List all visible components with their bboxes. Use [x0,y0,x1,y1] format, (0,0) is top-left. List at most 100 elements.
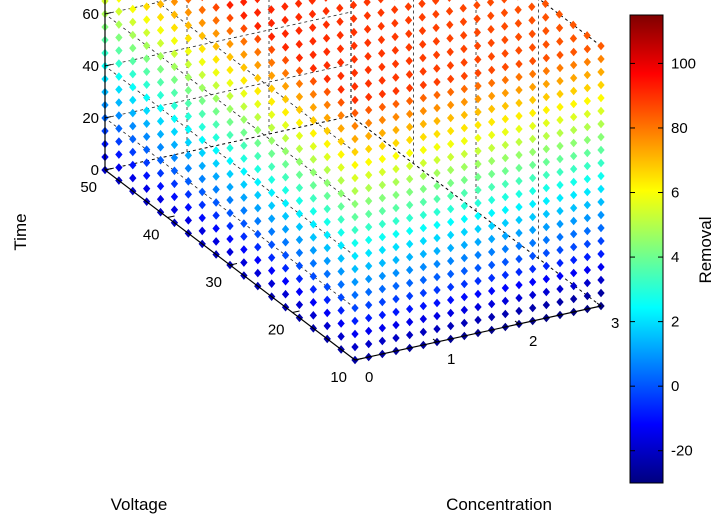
data-point [377,35,386,45]
data-point [336,30,344,40]
data-point [268,175,276,184]
data-point [378,310,386,320]
data-point [529,69,537,79]
data-point [143,158,151,167]
data-point [254,0,261,4]
data-point [184,21,192,30]
data-point [597,158,605,168]
data-point [488,273,496,283]
data-point [295,66,304,76]
data-point [432,50,441,60]
data-point [254,112,262,122]
data-point [433,259,441,269]
data-point [156,64,165,74]
data-point [542,40,550,49]
data-point [309,220,317,229]
data-point [281,2,289,11]
data-point [336,44,345,54]
data-point [226,156,234,166]
concentration-tick-label: 2 [529,333,537,350]
data-point [143,145,151,154]
data-point [156,155,165,165]
data-point [474,146,482,156]
data-point [226,117,234,127]
time-tick-label: 40 [82,58,99,75]
data-point [556,89,564,99]
data-point [351,186,359,196]
data-point [433,90,441,100]
data-point [488,104,496,114]
data-point [281,159,290,169]
data-point [529,212,537,222]
data-point [295,196,304,206]
data-point [309,181,317,190]
data-point [542,92,550,102]
voltage-tick-label: 50 [80,179,97,196]
data-point [240,115,248,124]
data-point [268,162,276,171]
data-point [185,0,192,4]
data-point [433,207,441,217]
data-point [323,61,331,70]
data-point [460,175,468,185]
data-point [419,119,427,129]
data-point [474,133,482,143]
data-point [156,103,165,113]
data-point [143,171,151,180]
data-point [212,107,220,116]
data-point [281,224,290,234]
time-axis-label: Time [11,213,30,250]
data-point [556,193,564,203]
data-point [254,73,262,83]
data-point [254,190,262,200]
data-point [433,129,441,139]
data-point [433,298,441,308]
data-point [447,191,455,201]
data-point [556,154,564,164]
data-point [542,222,550,232]
data-point [447,152,455,162]
data-point [351,290,359,300]
data-point [156,194,165,204]
data-point [378,167,386,177]
data-point [295,274,304,284]
data-point [240,102,248,111]
data-point [240,89,248,98]
data-point [198,200,206,210]
data-point [447,295,455,305]
data-point [156,51,165,61]
data-point [350,68,359,78]
data-point [474,107,482,117]
data-point [447,269,455,279]
data-point [201,0,204,2]
data-point [322,33,331,43]
data-point [129,30,137,40]
data-point [597,132,605,142]
data-point [460,71,468,81]
data-point [406,109,414,119]
data-point [254,268,262,278]
data-point [351,303,359,313]
data-point [529,108,537,118]
data-point [351,342,359,352]
data-point [323,87,331,97]
data-point [473,41,482,51]
data-point [569,34,578,43]
data-point [488,221,496,231]
data-point [295,300,304,310]
data-point [198,122,206,132]
data-point [473,0,481,10]
data-point [446,61,455,70]
data-point [198,18,206,28]
data-point [337,306,345,315]
data-point [514,19,522,28]
data-point [268,58,276,67]
data-point [281,42,290,52]
data-point [446,47,454,57]
data-point [184,60,192,69]
data-point [501,62,509,72]
data-point [419,288,427,298]
data-point [583,278,591,288]
data-point [447,256,455,266]
data-point [337,176,345,185]
